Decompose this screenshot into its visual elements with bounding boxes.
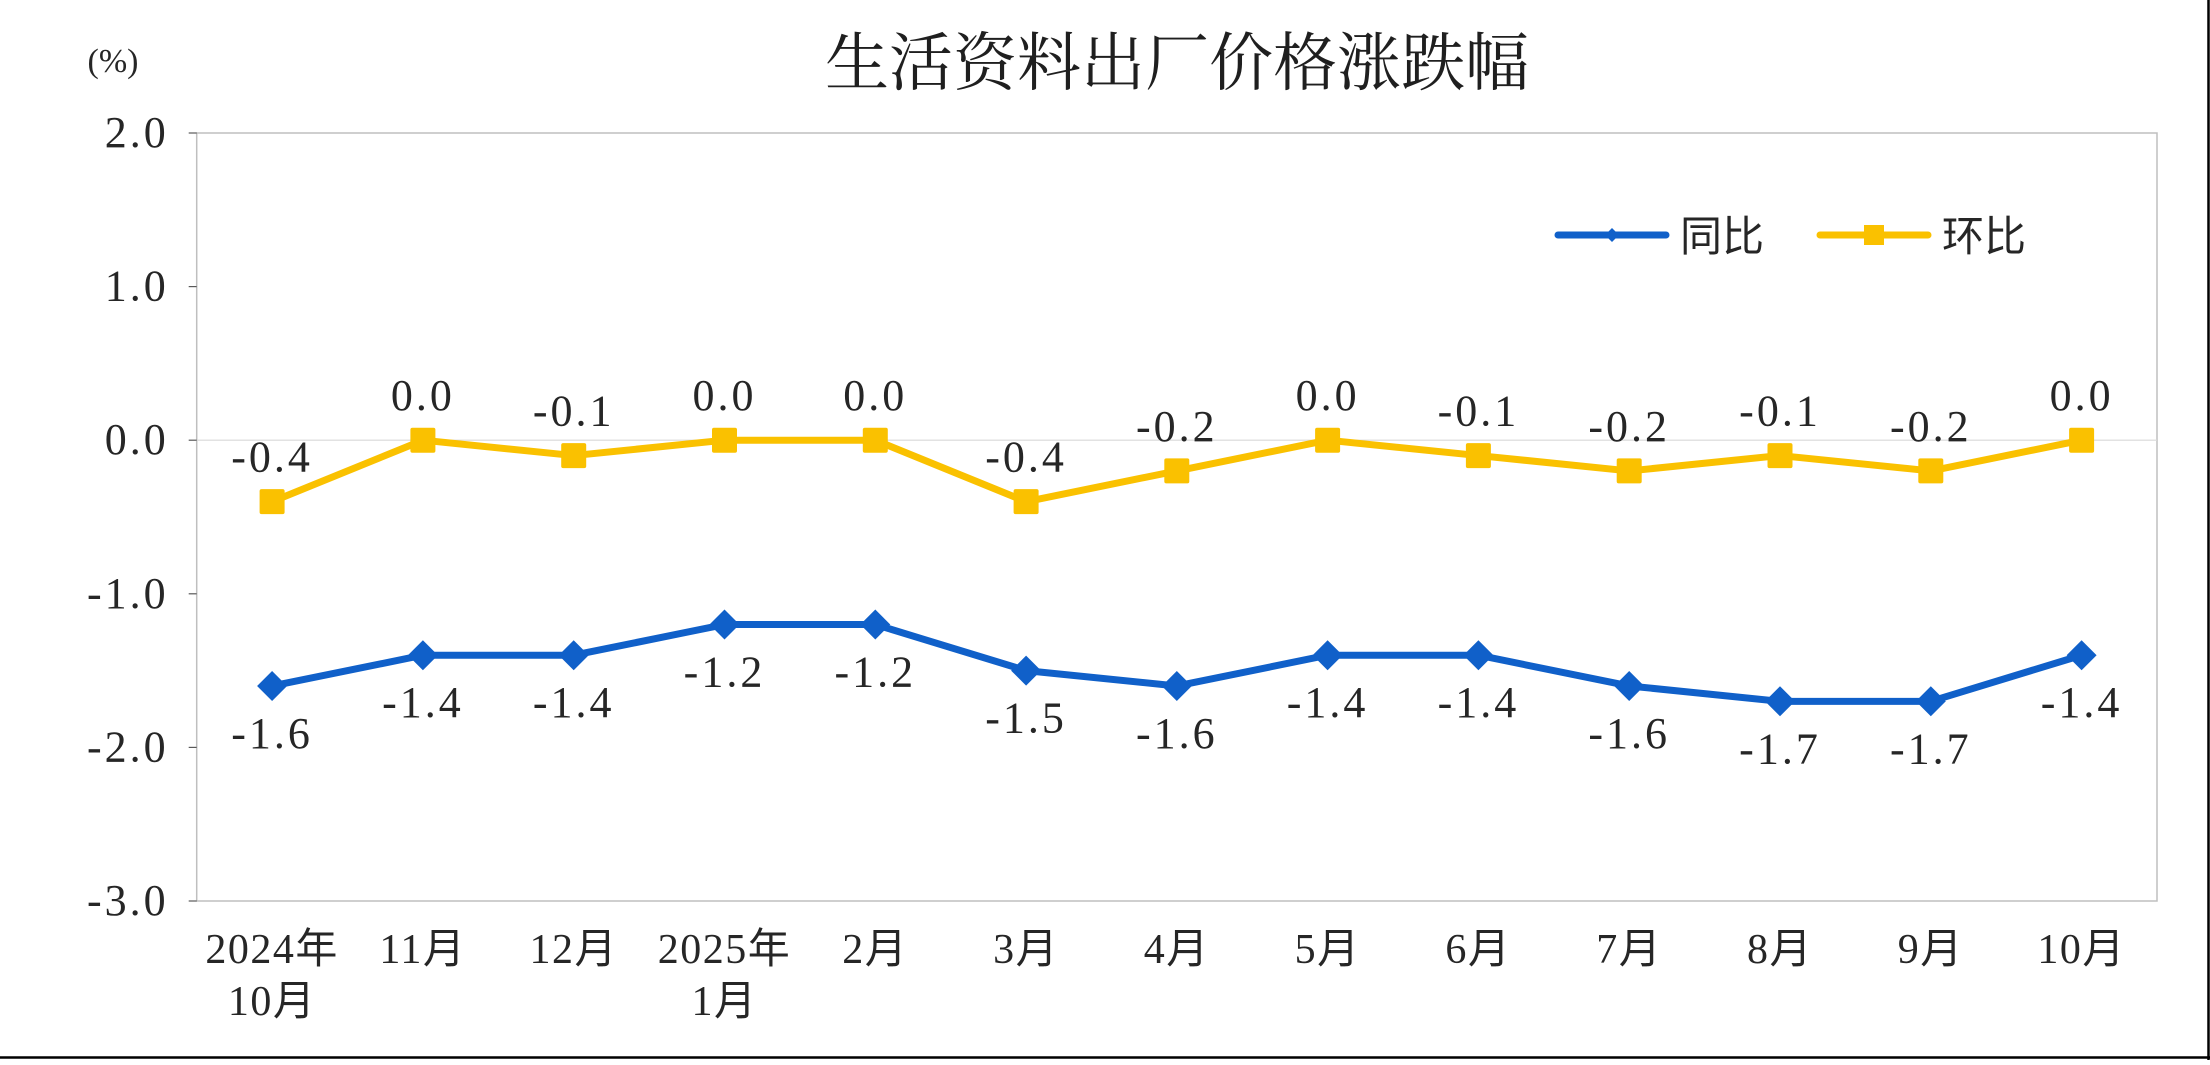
svg-text:(%): (%) <box>88 43 139 80</box>
svg-text:环比: 环比 <box>1942 215 2026 261</box>
svg-text:-2.0: -2.0 <box>87 722 169 771</box>
svg-text:同比: 同比 <box>1680 215 1764 261</box>
svg-text:0.0: 0.0 <box>2050 371 2114 420</box>
svg-text:-0.2: -0.2 <box>1890 402 1972 451</box>
svg-text:-1.0: -1.0 <box>87 569 169 618</box>
svg-text:7月: 7月 <box>1596 927 1662 973</box>
svg-text:4月: 4月 <box>1144 927 1210 973</box>
svg-text:-1.4: -1.4 <box>382 678 464 727</box>
svg-text:9月: 9月 <box>1898 927 1964 973</box>
svg-text:-1.4: -1.4 <box>2041 678 2123 727</box>
svg-text:-1.6: -1.6 <box>231 709 313 758</box>
svg-text:0.0: 0.0 <box>693 371 757 420</box>
svg-text:0.0: 0.0 <box>105 415 169 464</box>
svg-text:-1.4: -1.4 <box>1287 678 1369 727</box>
svg-text:-0.1: -0.1 <box>533 387 615 436</box>
svg-text:-0.2: -0.2 <box>1136 402 1218 451</box>
svg-text:生活资料出厂价格涨跌幅: 生活资料出厂价格涨跌幅 <box>825 28 1529 99</box>
svg-text:0.0: 0.0 <box>843 371 907 420</box>
svg-text:1月: 1月 <box>691 979 757 1025</box>
svg-text:-1.5: -1.5 <box>985 694 1067 743</box>
svg-text:-1.4: -1.4 <box>1438 678 1520 727</box>
svg-text:-0.1: -0.1 <box>1739 387 1821 436</box>
svg-text:2025年: 2025年 <box>658 926 792 973</box>
svg-text:-1.7: -1.7 <box>1739 724 1821 773</box>
svg-text:12月: 12月 <box>529 927 618 973</box>
svg-text:0.0: 0.0 <box>1296 371 1360 420</box>
svg-text:-1.6: -1.6 <box>1136 709 1218 758</box>
svg-text:-0.4: -0.4 <box>231 433 313 482</box>
svg-text:-0.1: -0.1 <box>1438 387 1520 436</box>
svg-text:2.0: 2.0 <box>105 108 169 157</box>
svg-text:0.0: 0.0 <box>391 371 455 420</box>
svg-text:2024年: 2024年 <box>205 926 339 973</box>
svg-text:10月: 10月 <box>2037 927 2126 973</box>
svg-text:5月: 5月 <box>1295 927 1361 973</box>
svg-text:-0.2: -0.2 <box>1588 402 1670 451</box>
svg-text:-1.4: -1.4 <box>533 678 615 727</box>
svg-text:1.0: 1.0 <box>105 262 169 311</box>
svg-text:-0.4: -0.4 <box>985 433 1067 482</box>
svg-text:10月: 10月 <box>228 979 317 1025</box>
svg-text:8月: 8月 <box>1747 927 1813 973</box>
svg-text:-1.6: -1.6 <box>1588 709 1670 758</box>
svg-text:6月: 6月 <box>1445 927 1511 973</box>
svg-text:-3.0: -3.0 <box>87 876 169 925</box>
svg-text:-1.7: -1.7 <box>1890 724 1972 773</box>
svg-text:11月: 11月 <box>379 927 466 973</box>
svg-text:2月: 2月 <box>842 927 908 973</box>
svg-text:3月: 3月 <box>993 927 1059 973</box>
svg-text:-1.2: -1.2 <box>834 648 916 697</box>
svg-text:-1.2: -1.2 <box>684 648 766 697</box>
